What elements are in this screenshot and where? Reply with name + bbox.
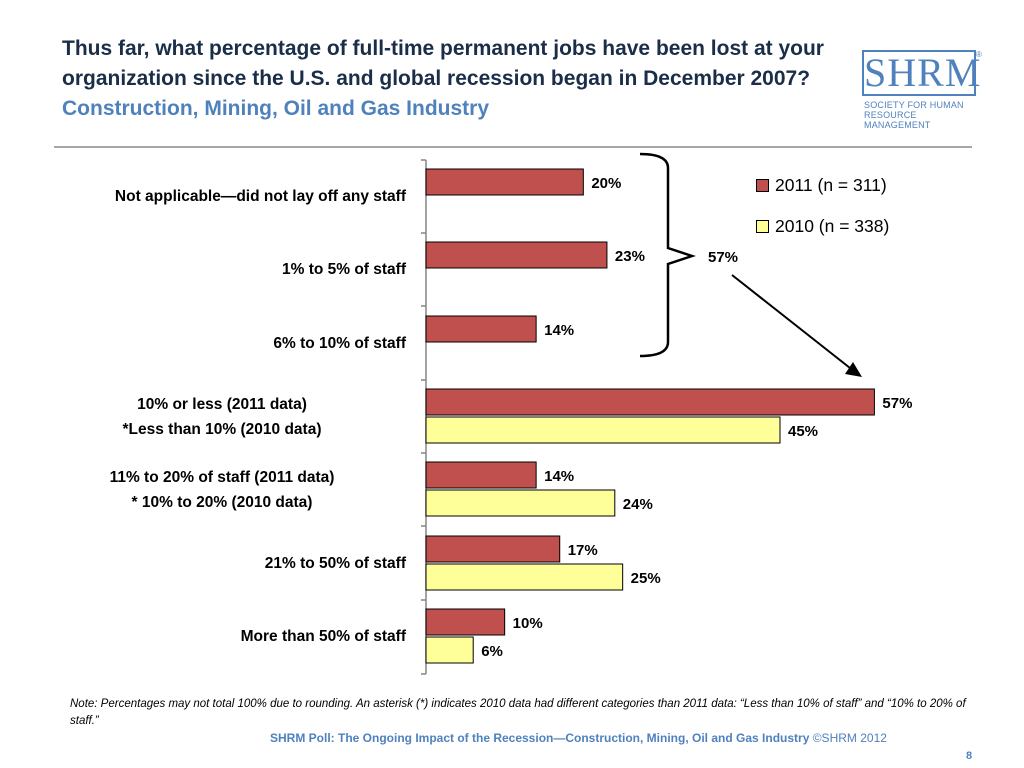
data-label-s1-c6: 6%	[481, 643, 503, 660]
page-number: 8	[966, 750, 973, 762]
category-label: Not applicable—did not lay off any staff	[26, 184, 406, 209]
footer: SHRM Poll: The Ongoing Impact of the Rec…	[270, 731, 887, 745]
data-label-s1-c5: 25%	[631, 570, 661, 587]
title-main: Thus far, what percentage of full-time p…	[62, 37, 824, 90]
annotation-arrowhead	[845, 362, 862, 377]
category-label-line: 21% to 50% of staff	[264, 555, 406, 572]
category-label: 1% to 5% of staff	[26, 257, 406, 282]
category-label-line: *Less than 10% (2010 data)	[122, 421, 322, 438]
footer-text: SHRM Poll: The Ongoing Impact of the Rec…	[270, 731, 810, 745]
category-label: 11% to 20% of staff (2011 data) * 10% to …	[52, 465, 392, 515]
category-label-line: 6% to 10% of staff	[273, 335, 406, 352]
bar-s0-c5	[425, 535, 561, 563]
title-divider	[54, 146, 972, 148]
bracket-label: 57%	[708, 249, 738, 266]
category-label: More than 50% of staff	[26, 624, 406, 649]
logo-line-2: RESOURCE MANAGEMENT	[864, 110, 931, 130]
data-label-s0-c3: 57%	[882, 395, 912, 412]
category-label: 6% to 10% of staff	[26, 331, 406, 356]
legend-item-2011: 2011 (n = 311)	[756, 174, 887, 196]
bar-s0-c3	[425, 388, 875, 416]
shrm-logo: SHRM ® SOCIETY FOR HUMAN RESOURCE MANAGE…	[862, 50, 982, 130]
bar-s0-c0	[425, 168, 584, 196]
category-label-line: * 10% to 20% (2010 data)	[131, 494, 313, 511]
data-label-s1-c3: 45%	[788, 423, 818, 440]
data-label-s0-c1: 23%	[615, 248, 645, 265]
legend-label-2011: 2011 (n = 311)	[775, 175, 887, 195]
legend-swatch-2011	[756, 179, 769, 192]
bar-s1-c4	[425, 489, 616, 517]
category-label: 10% or less (2011 data) *Less than 10% (2…	[52, 392, 392, 442]
logo-text: SOCIETY FOR HUMAN RESOURCE MANAGEMENT	[864, 100, 980, 130]
category-label-line: 1% to 5% of staff	[281, 261, 406, 278]
data-label-s0-c5: 17%	[568, 542, 598, 559]
bar-s0-c4	[425, 461, 537, 489]
data-label-s0-c0: 20%	[591, 175, 621, 192]
footnote: Note: Percentages may not total 100% due…	[70, 698, 966, 727]
bracket-annotation	[639, 152, 696, 358]
data-label-s1-c4: 24%	[623, 496, 653, 513]
data-label-s0-c4: 14%	[544, 468, 574, 485]
bar-s1-c5	[425, 563, 624, 591]
legend-swatch-2010	[756, 220, 769, 233]
annotation-arrow	[731, 274, 851, 369]
logo-mark: SHRM	[862, 50, 982, 96]
bar-s1-c3	[425, 416, 781, 444]
category-label-line: Not applicable—did not lay off any staff	[114, 188, 406, 205]
title-subtitle: Construction, Mining, Oil and Gas Indust…	[62, 97, 490, 120]
category-label-line: 11% to 20% of staff (2011 data)	[109, 469, 335, 486]
category-label-line: More than 50% of staff	[240, 628, 406, 645]
data-label-s0-c6: 10%	[513, 615, 543, 632]
bar-s0-c6	[425, 608, 506, 636]
category-label-line: 10% or less (2011 data)	[137, 396, 307, 413]
legend-label-2010: 2010 (n = 338)	[775, 216, 890, 236]
logo-line-1: SOCIETY FOR HUMAN	[864, 100, 964, 110]
data-label-s0-c2: 14%	[544, 322, 574, 339]
bar-s1-c6	[425, 636, 474, 664]
legend-item-2010: 2010 (n = 338)	[756, 215, 889, 237]
page-title: Thus far, what percentage of full-time p…	[62, 34, 852, 124]
category-label: 21% to 50% of staff	[26, 551, 406, 576]
logo-registered: ®	[976, 50, 982, 59]
footer-copyright: ©SHRM 2012	[812, 731, 887, 745]
bar-s0-c1	[425, 241, 608, 269]
bar-s0-c2	[425, 315, 537, 343]
